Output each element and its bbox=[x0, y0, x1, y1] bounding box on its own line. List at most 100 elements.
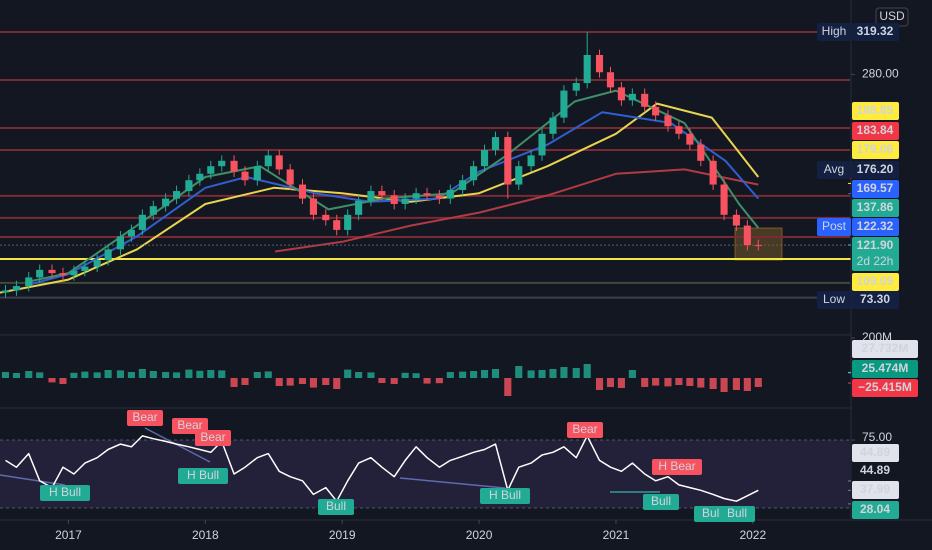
price-tag-box bbox=[852, 141, 899, 159]
candle-body bbox=[355, 200, 363, 215]
volume-bar bbox=[355, 372, 363, 378]
candle-body bbox=[93, 260, 101, 267]
candle-body bbox=[185, 180, 193, 192]
rsi-annotation: H Bull bbox=[489, 488, 521, 502]
rsi-annotation-box bbox=[480, 488, 530, 504]
candle-body bbox=[390, 195, 398, 205]
candle-body bbox=[504, 137, 512, 185]
rsi-annotation: Bear bbox=[572, 422, 597, 436]
price-tag-box bbox=[852, 122, 899, 140]
candle-body bbox=[572, 83, 580, 91]
candle-body bbox=[196, 173, 204, 181]
rsi-annotation-box bbox=[652, 459, 702, 475]
candle-body bbox=[253, 166, 261, 181]
volume-bar bbox=[606, 378, 615, 387]
price-tag-name: Low bbox=[823, 292, 845, 306]
price-tag-box bbox=[852, 501, 899, 519]
rsi-tick-label: 75.00 bbox=[862, 430, 892, 444]
volume-bar bbox=[560, 367, 568, 378]
x-tick-label: 2018 bbox=[192, 528, 219, 542]
volume-bar bbox=[104, 370, 112, 378]
price-tag-name-box bbox=[817, 161, 851, 179]
price-tag-box bbox=[852, 102, 899, 120]
volume-bar bbox=[185, 369, 193, 378]
candle-body bbox=[675, 126, 683, 134]
volume-bar bbox=[12, 373, 20, 378]
candle-body bbox=[549, 117, 557, 134]
price-tag-box bbox=[852, 218, 899, 236]
volume-bar bbox=[491, 369, 500, 378]
rsi-annotation-box bbox=[643, 494, 679, 510]
candle-body bbox=[230, 160, 238, 172]
volume-bar bbox=[686, 378, 694, 386]
candle-body bbox=[628, 93, 636, 101]
currency: USD bbox=[879, 9, 905, 23]
rsi-annotation: Bull bbox=[727, 506, 747, 520]
rsi-band bbox=[0, 440, 850, 509]
volume-bar bbox=[286, 378, 294, 386]
volume-bar bbox=[754, 378, 762, 387]
x-tick-label: 2017 bbox=[55, 528, 82, 542]
candle-body bbox=[641, 93, 649, 107]
volume-bar bbox=[162, 372, 170, 378]
volume-bar bbox=[48, 378, 56, 383]
candle-body bbox=[275, 155, 283, 170]
candle-body bbox=[401, 198, 409, 205]
candle-body bbox=[218, 160, 226, 167]
volume-bar bbox=[322, 378, 330, 385]
volume-bar bbox=[25, 371, 33, 378]
candle-body bbox=[173, 191, 181, 199]
volume-bar bbox=[412, 373, 420, 378]
volume-bar bbox=[390, 378, 398, 384]
candle-body bbox=[412, 193, 420, 199]
rsi-annotation: Bear bbox=[132, 410, 157, 424]
price-tag-label: 73.30 bbox=[860, 292, 890, 306]
volume-bar bbox=[149, 371, 157, 378]
price-tag-label: 188.85 bbox=[857, 103, 894, 117]
candle-body bbox=[378, 191, 386, 196]
x-tick-label: 2022 bbox=[739, 528, 766, 542]
candle-body bbox=[264, 155, 272, 167]
rsi-annotation: H Bull bbox=[187, 468, 219, 482]
candle-body bbox=[138, 214, 146, 230]
moving-average bbox=[274, 168, 759, 253]
volume-bar bbox=[435, 378, 443, 384]
candle-body bbox=[709, 160, 717, 185]
candle-body bbox=[70, 270, 78, 276]
candle-body bbox=[459, 180, 467, 190]
candle-body bbox=[207, 166, 215, 174]
candle-body bbox=[127, 229, 135, 237]
volume-bar bbox=[480, 370, 489, 378]
volume-bar bbox=[241, 378, 249, 385]
price-tag-label: 169.57 bbox=[857, 181, 894, 195]
candle-body bbox=[298, 184, 307, 199]
candle-body bbox=[652, 106, 660, 116]
candle-body bbox=[162, 198, 170, 207]
candle-body bbox=[116, 236, 125, 250]
price-tag-box bbox=[852, 180, 899, 198]
x-tick-label: 2020 bbox=[466, 528, 493, 542]
price-tag-box bbox=[852, 291, 899, 309]
volume-bar bbox=[70, 372, 78, 378]
x-tick-label: 2019 bbox=[329, 528, 356, 542]
candle-body bbox=[48, 269, 56, 274]
candle-body bbox=[344, 214, 352, 230]
x-tick-label: 2021 bbox=[603, 528, 630, 542]
candle-body bbox=[322, 214, 330, 221]
candle-body bbox=[583, 54, 591, 84]
candle-body bbox=[480, 150, 489, 167]
price-tag-name: High bbox=[822, 24, 847, 38]
candle-body bbox=[606, 72, 615, 88]
volume-bar bbox=[401, 372, 409, 378]
candle-body bbox=[81, 266, 89, 271]
volume-bar bbox=[81, 371, 89, 378]
volume-bar bbox=[275, 378, 283, 386]
volume-bar bbox=[459, 371, 467, 378]
candle-body bbox=[333, 220, 341, 230]
volume-bar bbox=[298, 378, 307, 384]
candle-body bbox=[686, 133, 694, 145]
volume-bar bbox=[116, 370, 125, 378]
price-tag-name: Avg bbox=[824, 162, 844, 176]
